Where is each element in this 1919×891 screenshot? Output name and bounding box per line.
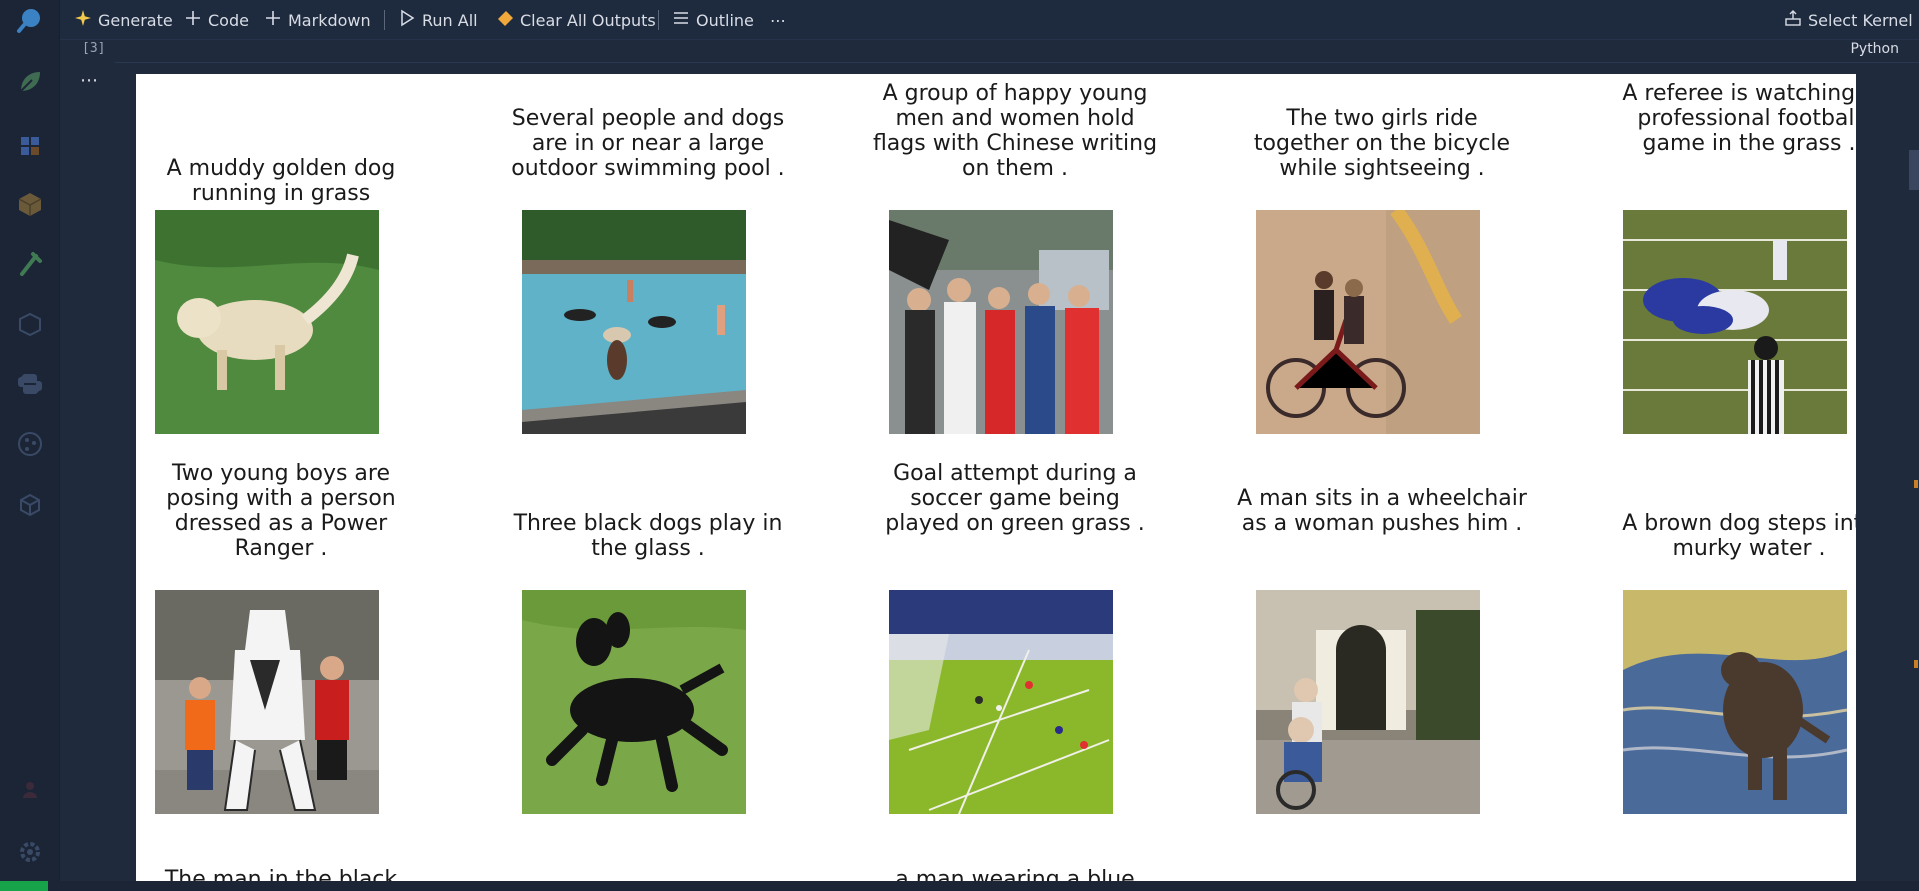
status-bar	[0, 881, 1919, 891]
image-pool	[522, 210, 746, 434]
execution-count: [3]	[82, 41, 106, 56]
kernel-icon	[1784, 9, 1802, 31]
settings-gear-icon[interactable]	[16, 838, 44, 866]
generate-button[interactable]: Generate	[74, 8, 173, 32]
cube-icon[interactable]	[16, 310, 44, 338]
testing-flask-icon[interactable]	[16, 250, 44, 278]
more-actions-label: ⋯	[770, 10, 786, 30]
image-caption: The two girls ride together on the bicyc…	[1253, 106, 1511, 181]
remote-indicator[interactable]	[0, 881, 48, 891]
containers-icon[interactable]	[16, 490, 44, 518]
markdown-label: Markdown	[288, 10, 371, 30]
editor-scrollbar-thumb[interactable]	[1909, 150, 1919, 190]
add-markdown-cell-button[interactable]: Markdown	[264, 8, 371, 32]
select-kernel-label: Select Kernel	[1808, 10, 1913, 30]
image-caption: Two young boys are posing with a person …	[166, 461, 396, 561]
cell-header: [3] Python	[60, 40, 1919, 64]
cell-divider	[115, 62, 1919, 63]
image-caption: A brown dog steps into murky water .	[1622, 511, 1856, 561]
select-kernel-button[interactable]: Select Kernel	[1784, 8, 1913, 32]
image-caption: A referee is watching a professional foo…	[1622, 81, 1856, 156]
overview-ruler-marker	[1914, 660, 1918, 668]
image-black-dogs	[522, 590, 746, 814]
add-code-cell-button[interactable]: Code	[184, 8, 249, 32]
accounts-icon[interactable]	[16, 776, 44, 804]
image-dog-grass	[155, 210, 379, 434]
clear-outputs-label: Clear All Outputs	[520, 10, 656, 30]
code-label: Code	[208, 10, 249, 30]
image-caption: A group of happy young men and women hol…	[872, 81, 1158, 181]
overview-ruler-marker	[1914, 480, 1918, 488]
run-all-button[interactable]: Run All	[398, 8, 478, 32]
output-more-button[interactable]: ⋯	[80, 70, 99, 91]
source-control-icon[interactable]	[16, 430, 44, 458]
search-icon[interactable]	[16, 6, 44, 34]
run-triangle-icon	[398, 9, 416, 31]
list-icon	[672, 9, 690, 31]
image-caption: A man sits in a wheelchair as a woman pu…	[1237, 486, 1527, 536]
image-power-ranger	[155, 590, 379, 814]
image-murky-water	[1623, 590, 1847, 814]
outline-button[interactable]: Outline	[672, 8, 754, 32]
outline-label: Outline	[696, 10, 754, 30]
leaf-extension-icon[interactable]	[16, 68, 44, 96]
activity-bar	[0, 0, 60, 891]
clear-all-outputs-button[interactable]: Clear All Outputs	[496, 8, 656, 32]
cell-language[interactable]: Python	[1850, 41, 1899, 57]
python-icon[interactable]	[16, 370, 44, 398]
toolbar-divider	[658, 10, 659, 30]
image-wheelchair	[1256, 590, 1480, 814]
image-caption: Several people and dogs are in or near a…	[511, 106, 785, 181]
toolbar-divider	[384, 10, 385, 30]
image-bicycle	[1256, 210, 1480, 434]
extensions-icon[interactable]	[16, 132, 44, 160]
generate-label: Generate	[98, 10, 173, 30]
run-all-label: Run All	[422, 10, 478, 30]
image-caption: Goal attempt during a soccer game being …	[885, 461, 1145, 536]
package-icon[interactable]	[16, 190, 44, 218]
notebook-toolbar: Generate Code Markdown Run All Clear All…	[60, 0, 1919, 40]
image-caption: A muddy golden dog running in grass	[166, 156, 396, 206]
plus-icon	[264, 9, 282, 31]
image-football	[1623, 210, 1847, 434]
plus-icon	[184, 9, 202, 31]
more-actions-button[interactable]: ⋯	[770, 8, 786, 32]
image-soccer	[889, 590, 1113, 814]
cell-output: A muddy golden dog running in grass Seve…	[136, 74, 1856, 891]
image-crowd	[889, 210, 1113, 434]
image-caption: Three black dogs play in the glass .	[513, 511, 783, 561]
sparkle-icon	[74, 9, 92, 31]
eraser-icon	[496, 9, 514, 31]
